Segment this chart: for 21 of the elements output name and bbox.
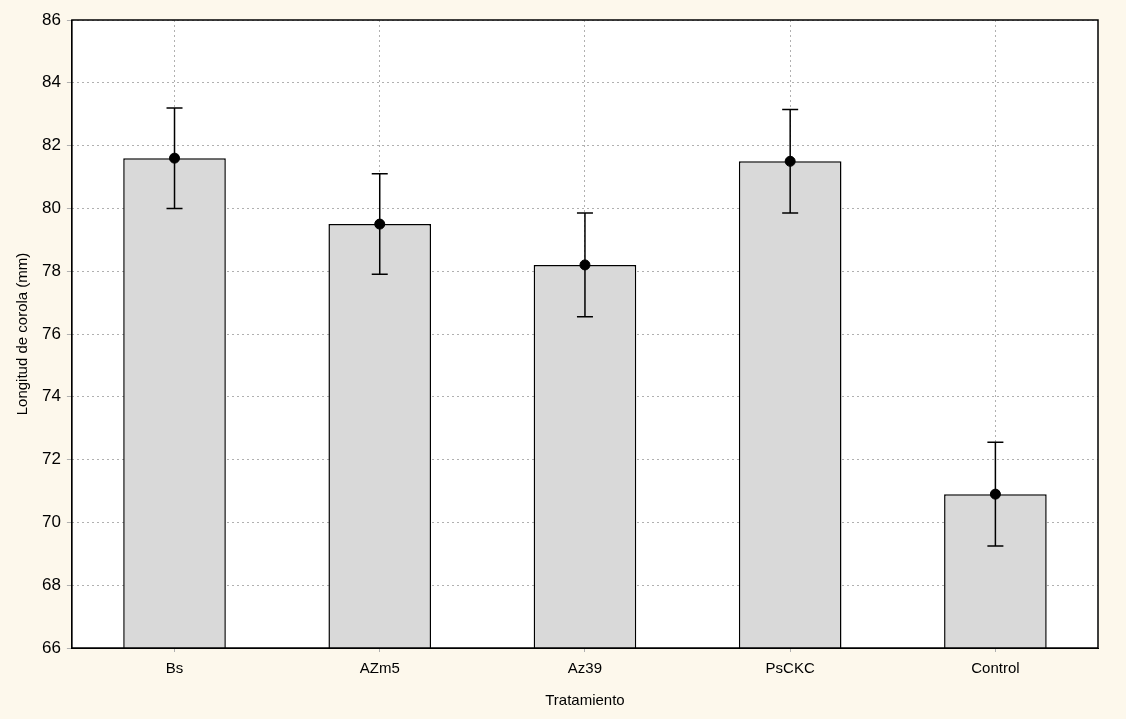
y-tick-label: 70 [41, 512, 61, 532]
point [169, 152, 181, 164]
x-tick-label: AZm5 [359, 659, 400, 677]
y-tick-label: 76 [41, 323, 61, 343]
point [989, 488, 1001, 500]
y-tick-label: 82 [41, 135, 61, 155]
x-axis-title: Tratamiento [545, 691, 625, 709]
x-tick-label: Bs [165, 659, 184, 677]
y-tick-label: 78 [41, 260, 61, 280]
y-tick-label: 80 [41, 198, 61, 218]
y-tick-label: 68 [41, 574, 61, 594]
y-tick-label: 72 [41, 449, 61, 469]
x-tick-label: Control [971, 659, 1020, 677]
y-tick-label: 74 [41, 386, 61, 406]
point [374, 218, 386, 230]
y-tick-label: 84 [41, 72, 61, 92]
x-tick-label: Az39 [567, 659, 603, 677]
x-tick-label: PsCKC [765, 659, 815, 677]
y-axis-title: Longitud de corola (mm) [13, 252, 31, 416]
y-tick-label: 66 [41, 637, 61, 657]
y-tick-label: 86 [41, 9, 61, 29]
